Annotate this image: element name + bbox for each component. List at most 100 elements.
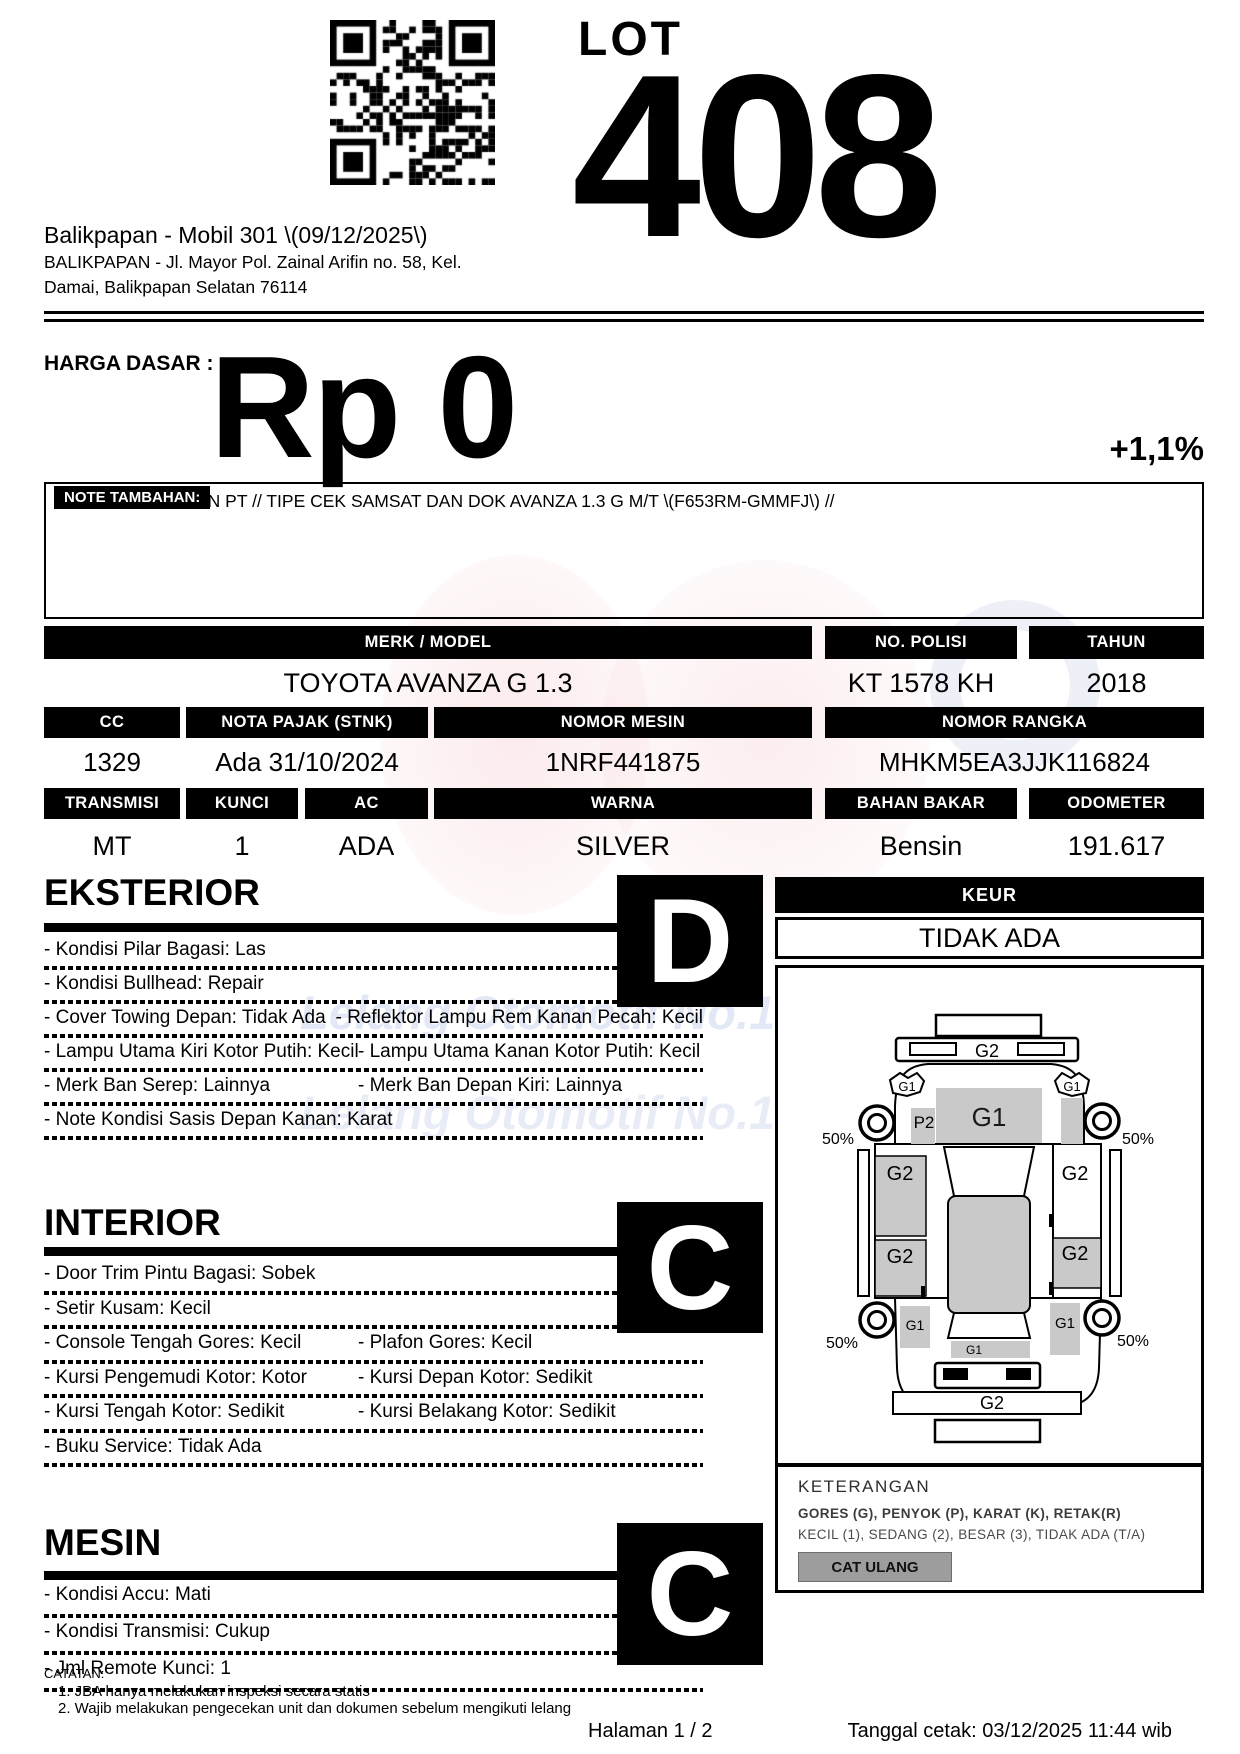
item-text: - Kursi Pengemudi Kotor: Kotor (44, 1366, 307, 1388)
value-cc: 1329 (83, 746, 141, 777)
right-rear-door-damage-label: G2 (1062, 1243, 1089, 1265)
list-item: - Note Kondisi Sasis Depan Kanan: Karat (44, 1106, 703, 1140)
left-rear-wheel-hub (867, 1310, 887, 1330)
tailgate-patch (951, 1341, 1030, 1358)
value-kunci: 1 (234, 830, 250, 861)
section-bar-mesin (44, 1571, 628, 1580)
right-rear-door-patch (1052, 1237, 1102, 1289)
value-transmisi: MT (92, 830, 132, 861)
item-text: - Note Kondisi Sasis Depan Kanan: Karat (44, 1109, 393, 1130)
list-item: - Jml Remote Kunci: 1 (44, 1655, 703, 1692)
door-handle (1049, 1214, 1053, 1227)
qr-code (330, 20, 495, 185)
item-text: - Console Tengah Gores: Kecil (44, 1332, 302, 1353)
base-price-label: HARGA DASAR : (44, 352, 214, 375)
list-item: - Cover Towing Depan: Tidak Ada - Reflekt… (44, 1004, 703, 1038)
base-price-value: Rp 0 (210, 326, 518, 488)
section-bar-eksterior (44, 923, 628, 932)
lot-number: 408 (572, 27, 943, 286)
right-front-fender-patch (1061, 1098, 1083, 1144)
rear-bumper-damage-label: G2 (980, 1393, 1004, 1413)
item-text: - Kursi Tengah Kotor: Sedikit (44, 1401, 285, 1422)
section-title-interior: INTERIOR (44, 1202, 221, 1243)
header-nomor-mesin: NOMOR MESIN (434, 707, 812, 738)
keterangan-title: KETERANGAN (798, 1477, 931, 1496)
left-rear-fender-damage-label: G1 (906, 1317, 925, 1333)
right-mirror-damage-label: G1 (1063, 1079, 1080, 1094)
windshield (942, 1146, 1036, 1197)
item-text: - Reflektor Lampu Rem Kanan Pecah: Kecil (335, 1007, 703, 1028)
left-rear-door-patch (874, 1239, 927, 1297)
left-front-door-patch (874, 1155, 927, 1237)
list-item: - Kursi Tengah Kotor: Sedikit - Kursi Bel… (44, 1398, 703, 1433)
header-no-polisi: NO. POLISI (825, 626, 1017, 659)
hood-damage-label: G1 (972, 1102, 1007, 1132)
left-front-fender-patch (911, 1108, 935, 1144)
rear-reflector-right (1006, 1368, 1031, 1380)
list-item: - Buku Service: Tidak Ada (44, 1432, 703, 1467)
rear-plate (933, 1418, 1042, 1444)
list-item: - Merk Ban Serep: Lainnya - Merk Ban Depa… (44, 1072, 703, 1106)
left-mirror-damage-label: G1 (898, 1079, 915, 1094)
left-mirror (888, 1071, 926, 1098)
list-item: - Kursi Pengemudi Kotor: Kotor - Kursi De… (44, 1363, 703, 1398)
fog-light-left (909, 1042, 957, 1056)
right-side-skirt (1109, 1149, 1122, 1297)
value-ac: ADA (338, 830, 395, 861)
value-no-polisi: KT 1578 KH (847, 667, 995, 698)
car-diagram: G2 G1 G1 G1 P2 (822, 1013, 1154, 1444)
right-front-door-damage-label: G2 (1062, 1163, 1089, 1185)
left-rear-fender-patch (900, 1306, 930, 1348)
cat-ulang-badge: CAT ULANG (798, 1552, 952, 1582)
note-text: AN PT // TIPE CEK SAMSAT DAN DOK AVANZA … (196, 491, 835, 511)
watermark-logo-red-center (600, 560, 930, 920)
front-plate (934, 1013, 1043, 1038)
item-text: - Kondisi Pilar Bagasi: Las (44, 939, 266, 960)
left-rear-door-damage-label: G2 (887, 1246, 914, 1268)
item-text: - Merk Ban Serep: Lainnya (44, 1075, 271, 1096)
left-front-tread-label: 50% (822, 1131, 854, 1148)
list-item: - Kondisi Pilar Bagasi: Las (44, 936, 617, 970)
item-text: - Buku Service: Tidak Ada (44, 1435, 262, 1457)
value-nomor-mesin: 1NRF441875 (545, 746, 701, 777)
keterangan-panel: KETERANGAN GORES (G), PENYOK (P), KARAT … (778, 1467, 1201, 1592)
auction-address-line2: Damai, Balikpapan Selatan 76114 (44, 277, 308, 297)
header-ac: AC (305, 788, 428, 819)
eksterior-items: - Kondisi Pilar Bagasi: Las - Kondisi Bu… (44, 936, 703, 1140)
lot-label: LOT (578, 13, 683, 66)
right-front-wheel-hub (1092, 1111, 1112, 1131)
right-front-tread-label: 50% (1122, 1131, 1154, 1148)
left-front-fender-damage-label: P2 (914, 1113, 935, 1132)
interior-items: - Door Trim Pintu Bagasi: Sobek - Setir … (44, 1260, 703, 1467)
door-handle (921, 1286, 925, 1299)
list-item: - Setir Kusam: Kecil (44, 1294, 703, 1329)
item-text: - Lampu Utama Kanan Kotor Putih: Kecil (358, 1041, 701, 1062)
value-warna: SILVER (575, 830, 671, 861)
item-text: - Cover Towing Depan: Tidak Ada (44, 1007, 326, 1028)
mesin-items: - Kondisi Accu: Mati - Kondisi Transmisi… (44, 1581, 703, 1692)
item-text: - Door Trim Pintu Bagasi: Sobek (44, 1263, 316, 1284)
item-text: - Setir Kusam: Kecil (44, 1297, 211, 1319)
right-rear-fender-damage-label: G1 (1055, 1315, 1075, 1332)
header-merk-model: MERK / MODEL (44, 626, 812, 659)
list-item: - Console Tengah Gores: Kecil - Plafon Go… (44, 1329, 703, 1364)
catatan-note-1: 1. JBA hanya melakukan inspeksi secara s… (58, 1683, 370, 1700)
note-label: NOTE TAMBAHAN: (54, 486, 211, 509)
keur-value: TIDAK ADA (775, 917, 1204, 959)
item-text: - Jml Remote Kunci: 1 (44, 1658, 231, 1679)
keterangan-line2: KECIL (1), SEDANG (2), BESAR (3), TIDAK … (798, 1527, 1146, 1542)
list-item: - Kondisi Bullhead: Repair (44, 970, 703, 1004)
section-title-mesin: MESIN (44, 1522, 162, 1563)
hood-patch (936, 1088, 1042, 1143)
rear-reflector-left (943, 1368, 968, 1380)
item-text: - Kursi Belakang Kotor: Sedikit (358, 1401, 616, 1422)
keterangan-line1: GORES (G), PENYOK (P), KARAT (K), RETAK(… (798, 1506, 1122, 1521)
print-timestamp: Tanggal cetak: 03/12/2025 11:44 wib (847, 1720, 1172, 1742)
list-item: - Kondisi Accu: Mati (44, 1581, 617, 1618)
header-divider (44, 311, 1204, 322)
header-odometer: ODOMETER (1029, 788, 1204, 819)
damage-diagram-panel: G2 G1 G1 G1 P2 (775, 965, 1204, 1593)
price-increment: +1,1% (1109, 430, 1205, 467)
header-warna: WARNA (434, 788, 812, 819)
